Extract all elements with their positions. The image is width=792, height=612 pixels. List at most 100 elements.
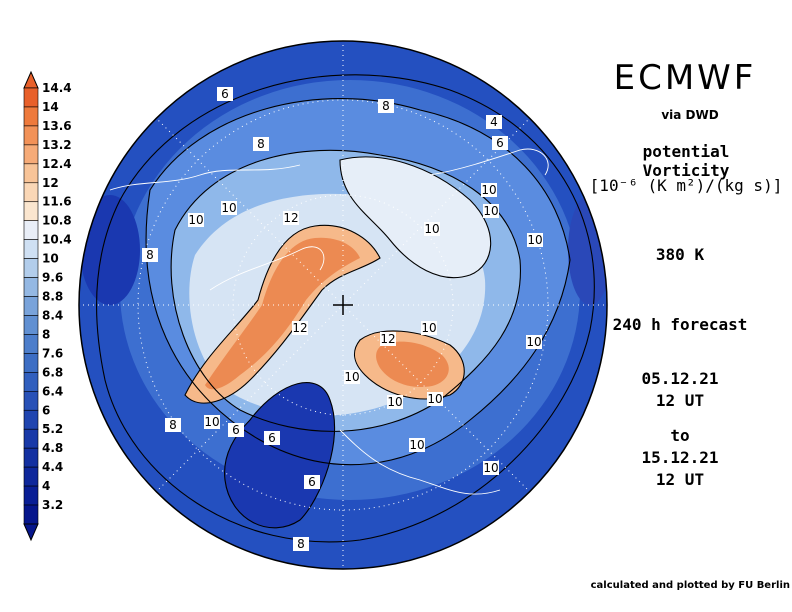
low-pv-west	[80, 195, 140, 305]
map-border	[78, 40, 608, 570]
colorbar-label: 12	[42, 176, 59, 190]
contour-label: 12	[380, 332, 395, 346]
contour-label-bg	[486, 115, 502, 129]
colorbar-label: 4.4	[42, 460, 63, 474]
contour-label-bg	[378, 99, 394, 113]
low-pv-south	[224, 382, 335, 528]
contour-label: 10	[527, 233, 542, 247]
contour-label: 8	[382, 99, 390, 113]
valid-time: 12 UT	[655, 470, 705, 489]
contour-label: 10	[344, 370, 359, 384]
contour-label-bg	[142, 248, 158, 262]
colorbar-label: 8.8	[42, 290, 63, 304]
model-title: ECMWF	[613, 58, 757, 98]
contour-label: 8	[257, 137, 265, 151]
colorbar-label: 3.2	[42, 498, 63, 512]
contour-label: 10	[409, 438, 424, 452]
colorbar-label: 14.4	[42, 81, 72, 95]
contour-label-bg	[421, 321, 437, 335]
contour-label-bg	[221, 201, 237, 215]
data-source: via DWD	[661, 108, 719, 122]
colorbar-label: 7.6	[42, 346, 63, 360]
colorbar-label: 4.8	[42, 441, 63, 455]
init-time: 12 UT	[655, 391, 705, 410]
contour-labels: 6 8 4 6 8 10 10 10 12 10 10 10 12 10 10 8 10 6 6 6 10 10 8 10 8 1…	[142, 87, 543, 551]
contour-label: 10	[483, 204, 498, 218]
contour-label-bg	[292, 321, 308, 335]
colorbar-label: 6.4	[42, 384, 63, 398]
contour-label: 10	[427, 392, 442, 406]
contour-label: 10	[526, 335, 541, 349]
contour-label-bg	[188, 213, 204, 227]
colorbar-label: 5.2	[42, 422, 63, 436]
contour-label: 6	[232, 423, 240, 437]
to-label: to	[670, 426, 690, 445]
colorbar-label: 6	[42, 403, 50, 417]
contour-label-bg	[380, 332, 396, 346]
valid-datetime: 15.12.21 12 UT	[620, 447, 740, 491]
credit-line: calculated and plotted by FU Berlin	[590, 580, 790, 591]
contour-label-bg	[165, 418, 181, 432]
contour-label-bg	[217, 87, 233, 101]
contour-label: 8	[297, 537, 305, 551]
colorbar-label: 4	[42, 479, 50, 493]
coastlines	[109, 148, 549, 495]
contour-label: 6	[496, 136, 504, 150]
forecast-lead: 240 h forecast	[612, 315, 748, 334]
colorbar-label: 14	[42, 100, 59, 114]
contour-label-bg	[387, 395, 403, 409]
parameter-name: potential Vorticity	[642, 142, 730, 180]
contour-label: 6	[221, 87, 229, 101]
contour-label-bg	[253, 137, 269, 151]
contour-label-bg	[204, 415, 220, 429]
init-date: 05.12.21	[641, 369, 719, 388]
contour-label-bg	[293, 537, 309, 551]
colorbar-label: 13.2	[42, 138, 72, 152]
colorbar-label: 12.4	[42, 157, 72, 171]
isentropic-level: 380 K	[655, 245, 705, 264]
contour-label: 10	[221, 201, 236, 215]
contour-label-bg	[283, 211, 299, 225]
colorbar-label: 8	[42, 327, 50, 341]
contour-label-bg	[264, 431, 280, 445]
valid-date: 15.12.21	[641, 448, 719, 467]
contour-label-bg	[526, 335, 542, 349]
contour-label-bg	[427, 392, 443, 406]
contour-label: 10	[204, 415, 219, 429]
contour-label-bg	[304, 475, 320, 489]
contour-label: 10	[424, 222, 439, 236]
colorbar-label: 13.6	[42, 119, 72, 133]
contour-label-bg	[492, 136, 508, 150]
contour-label-bg	[483, 204, 499, 218]
parameter-units: [10⁻⁶ (K m²)/(kg s)]	[589, 176, 783, 195]
colorbar-label: 8.4	[42, 308, 63, 322]
contour-label: 10	[481, 183, 496, 197]
contour-lines	[96, 74, 595, 543]
contour-label-bg	[409, 438, 425, 452]
colorbar-label: 6.8	[42, 365, 63, 379]
contour-label: 8	[146, 248, 154, 262]
contour-label: 10	[387, 395, 402, 409]
colorbar-label: 10	[42, 252, 59, 266]
contour-label-bg	[483, 461, 499, 475]
contour-label: 10	[421, 321, 436, 335]
colorbar-arrow-bottom	[23, 523, 39, 542]
colorbar-label: 10.8	[42, 214, 72, 228]
contour-label: 12	[283, 211, 298, 225]
contour-label-bg	[344, 370, 360, 384]
contour-label: 6	[268, 431, 276, 445]
pv-streamer-core	[205, 237, 360, 390]
colorbar-label: 9.6	[42, 271, 63, 285]
colorbar: 14.4 14 13.6 13.2 12.4 12 11.6 10.8 10.4 10 9.6 8.8…	[23, 70, 72, 542]
colorbar-label: 11.6	[42, 195, 72, 209]
contour-label: 8	[169, 418, 177, 432]
init-datetime: 05.12.21 12 UT	[620, 368, 740, 412]
map-field	[79, 41, 607, 569]
colorbar-label: 10.4	[42, 233, 72, 247]
contour-label: 4	[490, 115, 498, 129]
contour-label: 12	[292, 321, 307, 335]
contour-label-bg	[481, 183, 497, 197]
contour-label: 6	[308, 475, 316, 489]
